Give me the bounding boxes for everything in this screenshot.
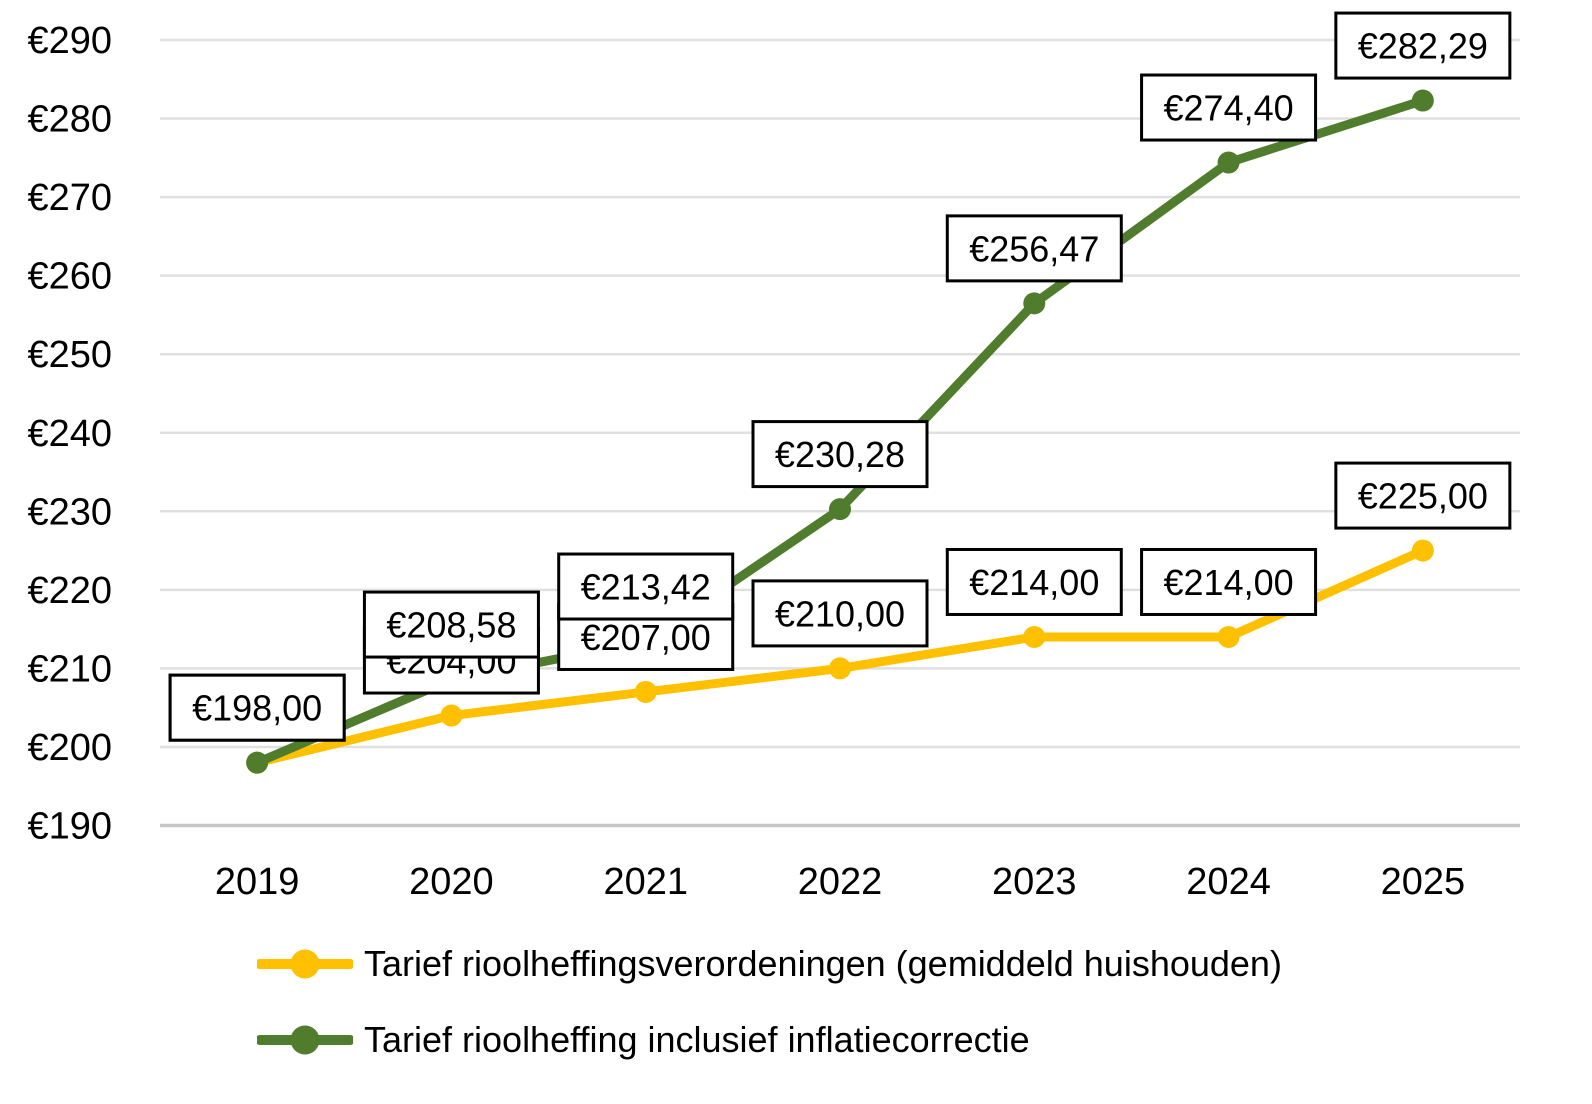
data-label-box (362, 590, 540, 659)
data-label-text: €230,28 (775, 434, 905, 475)
y-axis-tick-label: €250 (27, 334, 112, 376)
data-label-text: €207,00 (581, 617, 711, 658)
data-label-box (1334, 461, 1512, 530)
x-axis-tick-label: 2024 (1186, 861, 1271, 903)
legend-label: Tarief rioolheffing inclusief inflatieco… (364, 1019, 1030, 1060)
data-label-text: €214,00 (969, 562, 1099, 603)
data-label-box (1334, 11, 1512, 80)
data-label-text: €214,00 (1164, 562, 1294, 603)
x-axis-tick-label: 2019 (215, 861, 300, 903)
y-axis-tick-label: €280 (27, 99, 112, 141)
y-axis-tick-label: €270 (27, 177, 112, 219)
x-axis-tick-label: 2025 (1381, 861, 1466, 903)
data-point-marker (1217, 151, 1240, 174)
legend-item-tarief-verordeningen: Tarief rioolheffingsverordeningen (gemid… (257, 941, 1282, 987)
y-axis-tick-label: €290 (27, 20, 112, 62)
x-axis-tick-label: 2020 (409, 861, 494, 903)
data-point-marker (246, 751, 269, 774)
data-point-marker (634, 680, 657, 703)
y-axis-tick-label: €190 (27, 806, 112, 848)
data-label-text: €210,00 (775, 593, 905, 634)
data-label-text: €208,58 (386, 605, 516, 646)
data-label-box (1140, 73, 1318, 142)
y-axis-tick-label: €260 (27, 256, 112, 298)
data-label-box (557, 552, 735, 621)
data-label-text: €282,29 (1358, 26, 1488, 67)
y-axis-tick-label: €240 (27, 413, 112, 455)
legend-line-marker-icon (257, 949, 353, 979)
data-point-marker (829, 657, 851, 680)
data-label-text: €213,42 (581, 567, 711, 608)
data-point-marker (1023, 625, 1046, 648)
data-label-text: €256,47 (969, 228, 1099, 269)
data-label-box (751, 420, 929, 489)
data-label-box (751, 579, 929, 648)
y-axis-tick-label: €230 (27, 491, 112, 533)
data-label-box (1140, 547, 1318, 616)
data-point-marker (1411, 89, 1434, 112)
data-point-marker (1023, 292, 1046, 315)
x-axis-tick-label: 2021 (603, 861, 688, 903)
data-label-text: €225,00 (1358, 476, 1488, 517)
y-axis-tick-label: €200 (27, 727, 112, 769)
data-label-box (945, 547, 1123, 616)
data-point-marker (1411, 539, 1434, 562)
legend-label: Tarief rioolheffingsverordeningen (gemid… (364, 943, 1282, 984)
data-point-marker (1217, 625, 1240, 648)
x-axis-tick-label: 2022 (798, 861, 883, 903)
data-point-marker (829, 498, 851, 521)
x-axis-tick-label: 2023 (992, 861, 1077, 903)
y-axis-tick-label: €220 (27, 570, 112, 612)
data-label-box (168, 673, 346, 742)
data-label-text: €198,00 (192, 688, 322, 729)
data-label-text: €274,40 (1164, 88, 1294, 129)
y-axis-tick-label: €210 (27, 648, 112, 690)
legend-line-marker-icon (257, 1025, 353, 1055)
data-label-box (945, 214, 1123, 283)
legend-item-tarief-inflatiecorrectie: Tarief rioolheffing inclusief inflatieco… (257, 1017, 1030, 1063)
data-point-marker (440, 704, 463, 727)
